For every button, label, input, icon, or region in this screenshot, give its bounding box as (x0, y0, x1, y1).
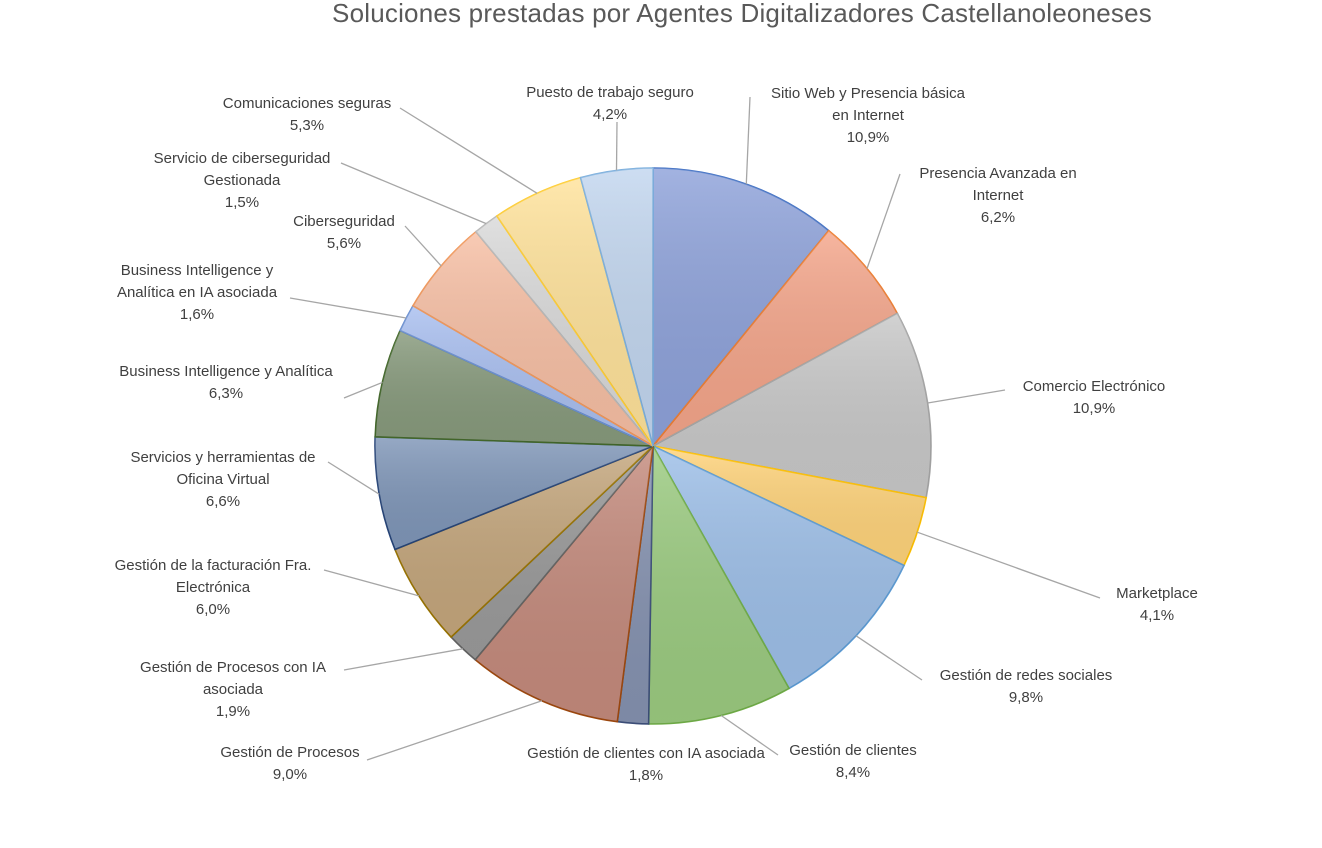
slice-value-label: 6,2% (981, 209, 1015, 226)
slice-name-label: Internet (973, 187, 1025, 204)
slice-value-label: 9,0% (273, 766, 307, 783)
pie-slice-shade (648, 446, 790, 725)
slice-name-label: Gestión de clientes (789, 742, 917, 759)
pie-slice-shade (375, 330, 653, 446)
slice-name-label: Electrónica (176, 579, 251, 596)
slice-labels: Sitio Web y Presencia básica en Internet 1… (115, 84, 1198, 784)
slice-value-label: 1,6% (180, 306, 214, 323)
slice-name-label: Servicio de ciberseguridad (154, 150, 331, 167)
pie-slice-shade (475, 215, 653, 446)
slice-name-label: Gestión de la facturación Fra. (115, 557, 312, 574)
pie-slice-shade (412, 231, 653, 446)
slice-value-label: 6,0% (196, 601, 230, 618)
leader-line (615, 121, 618, 171)
pie-slice-shade (653, 313, 932, 498)
slice-name-label: Puesto de trabajo seguro (526, 84, 694, 101)
slice-value-label: 4,1% (1140, 607, 1174, 624)
slice-label: Gestión de redes sociales 9,8% (940, 667, 1113, 706)
slice-value-label: 4,2% (593, 106, 627, 123)
pie-slice-shade (394, 446, 653, 638)
slice-name-label: Comercio Electrónico (1023, 378, 1166, 395)
slice-label: Ciberseguridad 5,6% (293, 213, 395, 252)
pie-slice-shade (475, 446, 653, 722)
slice-value-label: 6,3% (209, 385, 243, 402)
slice-label: Presencia Avanzada en Internet 6,2% (919, 165, 1076, 226)
slice-label: Gestión de Procesos con IA asociada 1,9% (140, 659, 326, 720)
slice-label: Sitio Web y Presencia básica en Internet 1… (771, 85, 966, 146)
slice-name-label: Ciberseguridad (293, 213, 395, 230)
slice-name-label: Comunicaciones seguras (223, 95, 391, 112)
leader-line (745, 96, 751, 185)
slice-name-label: Marketplace (1116, 585, 1198, 602)
slice-name-label: Oficina Virtual (176, 471, 269, 488)
slice-name-label: Gestión de clientes con IA asociada (527, 745, 765, 762)
slice-name-label: Gestionada (204, 172, 281, 189)
leader-line (720, 714, 779, 756)
slice-value-label: 6,6% (206, 493, 240, 510)
pie-slice-shade (451, 446, 653, 660)
pie-slice-shade (653, 230, 898, 446)
leader-line (927, 389, 1006, 404)
leader-line (399, 107, 538, 194)
slice-label: Comunicaciones seguras 5,3% (223, 95, 391, 134)
leader-line (917, 531, 1101, 599)
slice-value-label: 1,9% (216, 703, 250, 720)
pie-slice-shade (653, 446, 927, 566)
slice-name-label: asociada (203, 681, 264, 698)
slice-label: Marketplace 4,1% (1116, 585, 1198, 624)
pie-slice-shade (400, 305, 653, 446)
slice-label: Comercio Electrónico 10,9% (1023, 378, 1166, 417)
slice-name-label: Sitio Web y Presencia básica (771, 85, 966, 102)
leader-line (404, 225, 442, 267)
slice-label: Gestión de clientes con IA asociada 1,8% (527, 745, 765, 784)
slice-name-label: Analítica en IA asociada (117, 284, 278, 301)
pie-slice-shade (374, 436, 653, 550)
slice-value-label: 10,9% (1073, 400, 1116, 417)
slice-label: Gestión de clientes 8,4% (789, 742, 917, 781)
slice-name-label: Business Intelligence y Analítica (119, 363, 333, 380)
slice-label: Puesto de trabajo seguro 4,2% (526, 84, 694, 123)
slice-name-label: Gestión de Procesos (220, 744, 359, 761)
pie-slice-shade (653, 446, 905, 689)
chart-title: Soluciones prestadas por Agentes Digital… (332, 0, 1152, 28)
slice-value-label: 1,8% (629, 767, 663, 784)
leader-line (343, 381, 383, 399)
slice-value-label: 8,4% (836, 764, 870, 781)
slice-label: Gestión de la facturación Fra. Electrónic… (115, 557, 312, 618)
slice-label: Gestión de Procesos 9,0% (220, 744, 359, 783)
slice-value-label: 9,8% (1009, 689, 1043, 706)
slice-name-label: en Internet (832, 107, 905, 124)
slice-value-label: 5,3% (290, 117, 324, 134)
leader-line (366, 700, 543, 761)
pie-slice-shade (653, 168, 829, 446)
leader-line (866, 173, 901, 269)
pie-slice-shade (580, 168, 653, 446)
leader-line (323, 569, 420, 597)
slice-value-label: 1,5% (225, 194, 259, 211)
slice-label: Servicio de ciberseguridad Gestionada 1,5% (154, 150, 331, 211)
slice-name-label: Gestión de Procesos con IA (140, 659, 326, 676)
slice-name-label: Servicios y herramientas de (130, 449, 315, 466)
leader-line (340, 162, 487, 225)
leader-lines (289, 96, 1101, 761)
pie-slice-shade (496, 177, 653, 446)
pie-slices (374, 167, 932, 725)
leader-line (289, 297, 407, 319)
leader-line (343, 648, 463, 671)
slice-value-label: 5,6% (327, 235, 361, 252)
slice-name-label: Gestión de redes sociales (940, 667, 1113, 684)
slice-value-label: 10,9% (847, 129, 890, 146)
leader-line (855, 635, 923, 681)
slice-label: Business Intelligence y Analítica en IA a… (117, 262, 278, 323)
slice-name-label: Business Intelligence y (121, 262, 274, 279)
slice-label: Business Intelligence y Analítica 6,3% (119, 363, 333, 402)
leader-line (327, 461, 380, 495)
slice-name-label: Presencia Avanzada en (919, 165, 1076, 182)
slice-label: Servicios y herramientas de Oficina Virtu… (130, 449, 315, 510)
